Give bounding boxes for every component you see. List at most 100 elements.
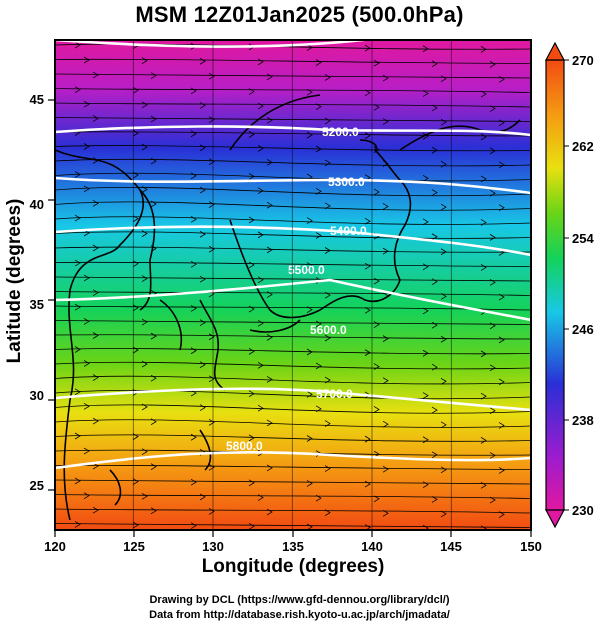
wind-arrowhead (382, 118, 389, 125)
wind-arrowhead (480, 525, 487, 530)
wind-arrowhead (257, 102, 264, 110)
wind-arrowhead (248, 261, 255, 269)
wind-arrowhead (373, 321, 380, 328)
wind-arrowhead (364, 435, 371, 443)
wind-arrowhead (422, 436, 429, 444)
wind-arrowhead (83, 360, 90, 367)
wind-arrowhead (364, 44, 371, 52)
wind-arrowhead (190, 215, 197, 223)
wind-arrowhead (141, 57, 148, 64)
wind-arrowhead (257, 404, 264, 412)
wind-arrowhead (315, 59, 322, 66)
x-tick-label: 125 (123, 539, 145, 554)
wind-arrowhead (431, 451, 438, 459)
wind-arrowhead (431, 104, 438, 112)
wind-arrowhead (208, 201, 215, 208)
wind-arrowhead (315, 362, 322, 370)
wind-arrowhead (248, 390, 255, 398)
wind-arrowhead (74, 259, 81, 267)
wind-arrowhead (141, 230, 148, 237)
wind-arrowhead (364, 349, 371, 356)
wind-arrowhead (257, 187, 264, 195)
wind-arrowhead (190, 347, 197, 355)
x-tick-label: 140 (361, 539, 383, 554)
contour-label: 5500.0 (288, 263, 325, 277)
wind-arrowhead (489, 364, 496, 372)
y-axis-label: Latitude (degrees) (4, 198, 25, 364)
wind-arrowhead (92, 115, 99, 122)
wind-arrowhead (382, 203, 389, 210)
wind-arrowhead (315, 103, 322, 111)
wind-arrowhead (489, 278, 496, 286)
wind-arrowhead (190, 433, 197, 441)
wind-arrowhead (248, 88, 255, 95)
wind-arrowhead (208, 508, 215, 515)
wind-arrowhead (489, 234, 496, 241)
wind-arrowhead (257, 361, 264, 369)
y-tick-label: 40 (30, 197, 44, 212)
wind-arrowhead (480, 133, 487, 141)
wind-arrowhead (489, 189, 496, 197)
wind-arrowhead (440, 421, 447, 429)
wind-arrowhead (324, 202, 331, 210)
wind-arrowhead (422, 349, 429, 357)
colorbar: 230 238 246 254 262 270 (545, 41, 594, 529)
wind-arrowhead (141, 318, 148, 326)
wind-arrowhead (150, 507, 157, 515)
wind-arrowhead (324, 117, 331, 125)
wind-arrowhead (489, 105, 496, 112)
wind-arrowhead (199, 230, 206, 238)
wind-arrowhead (498, 293, 505, 301)
wind-arrowhead (199, 57, 206, 65)
wind-arrowhead (199, 144, 206, 152)
wind-arrowhead (248, 479, 255, 487)
wind-arrowhead (324, 334, 331, 342)
wind-arrowhead (150, 463, 157, 471)
wind-arrowhead (306, 131, 313, 139)
x-tick-label: 120 (44, 539, 66, 554)
wind-arrowhead (364, 480, 371, 488)
wind-arrowhead (248, 522, 255, 530)
wind-arrowhead (74, 521, 81, 528)
wind-arrowhead (257, 276, 264, 284)
wind-arrowhead (480, 219, 487, 226)
wind-arrowhead (480, 264, 487, 271)
wind-arrowhead (248, 348, 255, 355)
wind-arrowhead (248, 173, 255, 180)
wind-arrowhead (199, 275, 206, 283)
wind-arrowhead (373, 495, 380, 503)
wind-arrowhead (74, 171, 81, 178)
wind-arrowhead (132, 86, 139, 94)
wind-arrowhead (431, 278, 438, 286)
wind-arrowhead (83, 274, 90, 282)
wind-arrowhead (382, 465, 389, 473)
wind-arrowhead (266, 334, 273, 341)
wind-arrowhead (431, 146, 438, 154)
wind-arrowhead (431, 233, 438, 241)
y-tick-label: 45 (30, 92, 44, 107)
wind-arrowhead (141, 143, 148, 151)
credit-drawing: Drawing by DCL (https://www.gfd-dennou.o… (149, 594, 450, 606)
wind-arrowhead (74, 41, 81, 49)
wind-arrowhead (208, 418, 215, 426)
wind-arrowhead (498, 119, 505, 127)
wind-arrowhead (199, 493, 206, 501)
wind-arrowhead (364, 262, 371, 270)
wind-arrowhead (422, 307, 429, 315)
wind-arrowhead (190, 389, 197, 397)
wind-arrowhead (324, 465, 331, 472)
contour-label: 5200.0 (322, 125, 359, 139)
wind-arrowhead (306, 523, 313, 530)
wind-arrowhead (150, 200, 157, 208)
wind-arrowhead (431, 321, 438, 329)
x-tick-labels: 120 125 130 135 140 145 150 (44, 539, 542, 554)
wind-arrowhead (324, 159, 331, 167)
wind-arrowhead (208, 158, 215, 166)
wind-arrowhead (422, 174, 429, 182)
colorbar-tick-label: 246 (572, 322, 594, 337)
wind-arrowhead (489, 322, 496, 330)
wind-arrowhead (266, 376, 273, 383)
wind-arrowhead (480, 481, 487, 489)
wind-arrowhead (248, 216, 255, 224)
